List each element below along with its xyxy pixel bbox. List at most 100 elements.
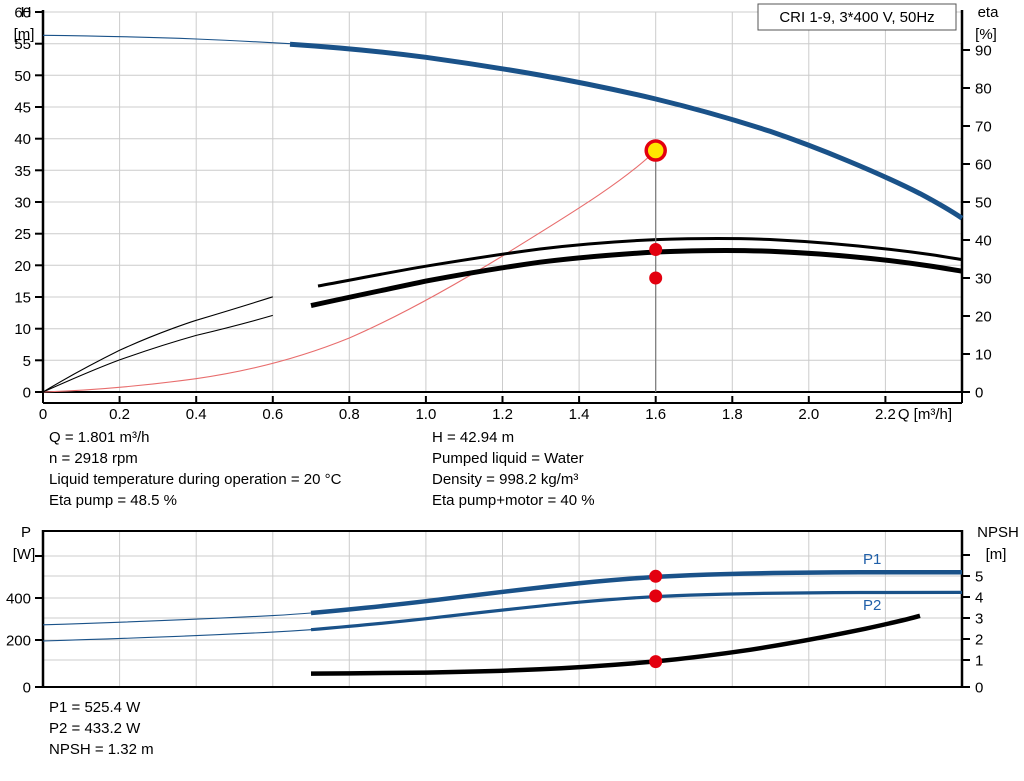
p1-curve xyxy=(310,569,963,616)
svg-text:80: 80 xyxy=(975,81,992,98)
svg-text:40: 40 xyxy=(975,233,992,250)
p1-series-label: P1 xyxy=(863,551,881,568)
svg-text:3: 3 xyxy=(975,611,983,628)
info-pumped-liquid: Pumped liquid = Water xyxy=(432,450,584,467)
duty-guide-curve xyxy=(42,150,657,393)
svg-text:2.0: 2.0 xyxy=(798,406,819,423)
svg-text:45: 45 xyxy=(14,100,31,117)
svg-text:0.6: 0.6 xyxy=(262,406,283,423)
svg-text:10: 10 xyxy=(14,321,31,338)
svg-text:0: 0 xyxy=(975,680,983,697)
svg-text:25: 25 xyxy=(14,226,31,243)
svg-text:5: 5 xyxy=(975,569,983,586)
svg-text:60: 60 xyxy=(975,157,992,174)
h-axis-label-line2: [m] xyxy=(14,26,35,43)
info-density: Density = 998.2 kg/m³ xyxy=(432,471,578,488)
svg-text:0.8: 0.8 xyxy=(339,406,360,423)
chart-title-text: CRI 1-9, 3*400 V, 50Hz xyxy=(779,9,934,26)
svg-text:400: 400 xyxy=(6,591,31,608)
npsh-duty-marker xyxy=(649,655,663,669)
npsh-curve xyxy=(310,613,921,676)
svg-text:50: 50 xyxy=(14,68,31,85)
svg-text:15: 15 xyxy=(14,290,31,307)
svg-text:0.2: 0.2 xyxy=(109,406,130,423)
info-eta-pump: Eta pump = 48.5 % xyxy=(49,492,177,509)
info-eta-pump-motor: Eta pump+motor = 40 % xyxy=(432,492,595,509)
eta-pump-motor-curve-thin xyxy=(42,314,273,393)
h-tick-labels: 0 5 10 15 20 25 30 35 40 45 50 55 60 xyxy=(14,5,31,402)
npsh-tick-labels: 0 1 2 3 4 5 xyxy=(975,569,983,697)
info-liquid-temp: Liquid temperature during operation = 20… xyxy=(49,471,342,488)
eta-axis-label-line2: [%] xyxy=(975,26,997,43)
svg-text:1: 1 xyxy=(975,653,983,670)
duty-info-left: Q = 1.801 m³/h n = 2918 rpm Liquid tempe… xyxy=(49,429,342,509)
svg-text:1.4: 1.4 xyxy=(569,406,590,423)
head-curve xyxy=(289,41,964,221)
svg-text:200: 200 xyxy=(6,633,31,650)
p-axis-label-line1: P xyxy=(21,524,31,541)
svg-text:2.2: 2.2 xyxy=(875,406,896,423)
duty-info-block: Q = 1.801 m³/h n = 2918 rpm Liquid tempe… xyxy=(49,429,595,509)
svg-text:55: 55 xyxy=(14,36,31,53)
eta-axis-label-line1: eta xyxy=(978,4,1000,21)
q-axis-label: Q [m³/h] xyxy=(898,406,952,423)
chart-title-box: CRI 1-9, 3*400 V, 50Hz xyxy=(757,3,957,31)
p-tick-labels: 0 200 400 xyxy=(6,591,31,697)
svg-text:1.2: 1.2 xyxy=(492,406,513,423)
p2-series-label: P2 xyxy=(863,597,881,614)
info-npsh: NPSH = 1.32 m xyxy=(49,741,154,758)
svg-text:4: 4 xyxy=(975,590,983,607)
head-curve-thin xyxy=(42,34,291,45)
top-chart-bottom-ticks xyxy=(42,392,963,403)
svg-text:5: 5 xyxy=(23,353,31,370)
svg-text:1.8: 1.8 xyxy=(722,406,743,423)
svg-text:0: 0 xyxy=(39,406,47,423)
duty-info-right: H = 42.94 m Pumped liquid = Water Densit… xyxy=(432,429,595,509)
p-axis-label-line2: [W] xyxy=(13,546,36,563)
svg-text:90: 90 xyxy=(975,43,992,60)
info-p2: P2 = 433.2 W xyxy=(49,720,141,737)
p1-curve-thin xyxy=(42,612,312,626)
svg-text:30: 30 xyxy=(975,271,992,288)
svg-text:70: 70 xyxy=(975,119,992,136)
top-chart-left-ticks xyxy=(35,11,43,393)
p2-curve-thin xyxy=(42,629,312,642)
duty-point-marker[interactable] xyxy=(644,139,667,162)
eta-tick-labels: 0 10 20 30 40 50 60 70 80 90 xyxy=(975,43,992,402)
svg-text:0: 0 xyxy=(23,385,31,402)
svg-text:2: 2 xyxy=(975,632,983,649)
eta-pump-curve-thin xyxy=(42,296,273,393)
eta-pump-curve xyxy=(317,237,963,288)
bottom-chart-right-ticks xyxy=(962,554,970,688)
p2-duty-marker xyxy=(649,589,663,603)
svg-text:40: 40 xyxy=(14,131,31,148)
h-axis-label-line1: H xyxy=(21,4,32,21)
svg-text:35: 35 xyxy=(14,163,31,180)
info-h: H = 42.94 m xyxy=(432,429,514,446)
svg-text:20: 20 xyxy=(975,309,992,326)
info-q: Q = 1.801 m³/h xyxy=(49,429,149,446)
bottom-chart-left-ticks xyxy=(35,555,43,688)
svg-text:10: 10 xyxy=(975,347,992,364)
q-tick-labels: 0 0.2 0.4 0.6 0.8 1.0 1.2 1.4 1.6 1.8 2.… xyxy=(39,406,896,423)
top-chart: H [m] eta [%] 0 5 10 15 20 25 30 35 40 4… xyxy=(14,3,1000,423)
info-p1: P1 = 525.4 W xyxy=(49,699,141,716)
svg-text:60: 60 xyxy=(14,5,31,22)
svg-text:50: 50 xyxy=(975,195,992,212)
svg-text:0.4: 0.4 xyxy=(186,406,207,423)
svg-text:1.0: 1.0 xyxy=(415,406,436,423)
top-chart-right-ticks xyxy=(962,49,970,393)
eta-pump-duty-marker xyxy=(649,243,663,256)
p1-duty-marker xyxy=(649,569,663,583)
svg-text:0: 0 xyxy=(23,680,31,697)
svg-text:30: 30 xyxy=(14,195,31,212)
info-n: n = 2918 rpm xyxy=(49,450,138,467)
svg-text:1.6: 1.6 xyxy=(645,406,666,423)
svg-text:0: 0 xyxy=(975,385,983,402)
p2-curve xyxy=(310,590,963,632)
eta-pump-motor-duty-marker xyxy=(649,271,663,285)
npsh-axis-label-line2: [m] xyxy=(986,546,1007,563)
svg-text:20: 20 xyxy=(14,258,31,275)
bottom-info-block: P1 = 525.4 W P2 = 433.2 W NPSH = 1.32 m xyxy=(49,699,154,758)
